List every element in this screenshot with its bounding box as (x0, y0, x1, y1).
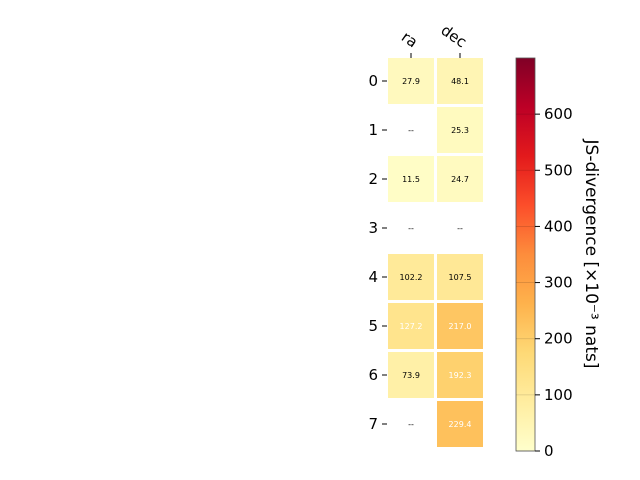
heatmap-cell (437, 156, 483, 202)
row-tick-label: 2 (368, 170, 378, 188)
heatmap-cell (388, 303, 434, 349)
cell-value-label: -- (408, 420, 414, 429)
row-tick-label: 3 (368, 219, 378, 237)
colorbar-label: JS-divergence [×10⁻³ nats] (581, 139, 601, 369)
heatmap-cell (437, 303, 483, 349)
cell-value-label: 11.5 (402, 175, 420, 184)
cell-value-label: -- (408, 224, 414, 233)
heatmap-cell (388, 58, 434, 104)
cell-value-label: -- (457, 224, 463, 233)
heatmap-cell (388, 352, 434, 398)
colorbar-tick-label: 100 (544, 386, 573, 404)
colorbar-gradient (515, 57, 536, 452)
cell-value-label: 127.2 (400, 322, 423, 331)
column-tick-label: ra (398, 28, 421, 52)
column-tick-label: dec (438, 21, 470, 51)
row-axis: 0 1 2 3 4 5 6 7 (368, 72, 387, 433)
cell-value-label: 73.9 (402, 371, 420, 380)
cell-value-label: 107.5 (449, 273, 472, 282)
colorbar: 0 100 200 300 400 500 600 (515, 57, 573, 460)
heatmap-grid: 27.9 48.1 -- 25.3 11.5 24.7 -- -- 102.2 107.5 127.… (388, 58, 483, 447)
colorbar-tick-label: 500 (544, 161, 573, 179)
cell-value-label: 217.0 (449, 322, 472, 331)
cell-value-label: 25.3 (451, 126, 469, 135)
row-tick-label: 5 (368, 317, 378, 335)
colorbar-tick-label: 0 (544, 442, 554, 460)
colorbar-tick-label: 300 (544, 274, 573, 292)
row-tick-label: 0 (368, 72, 378, 90)
row-tick-label: 1 (368, 121, 378, 139)
cell-value-label: 24.7 (451, 175, 469, 184)
column-axis: ra dec (398, 21, 470, 58)
row-tick-label: 6 (368, 366, 378, 384)
cell-value-label: 102.2 (400, 273, 423, 282)
colorbar-tick-label: 600 (544, 105, 573, 123)
row-tick-label: 4 (368, 268, 378, 286)
heatmap-cell (437, 352, 483, 398)
heatmap-cell (388, 254, 434, 300)
colorbar-tick-label: 400 (544, 217, 573, 235)
row-tick-label: 7 (368, 415, 378, 433)
cell-value-label: 48.1 (451, 77, 469, 86)
heatmap-cell (437, 254, 483, 300)
cell-value-label: 27.9 (402, 77, 420, 86)
cell-value-label: 229.4 (449, 420, 472, 429)
heatmap-cell (437, 107, 483, 153)
cell-value-label: -- (408, 126, 414, 135)
colorbar-tick-label: 200 (544, 330, 573, 348)
heatmap-cell (388, 156, 434, 202)
heatmap-cell (437, 58, 483, 104)
cell-value-label: 192.3 (449, 371, 472, 380)
heatmap-cell (437, 401, 483, 447)
